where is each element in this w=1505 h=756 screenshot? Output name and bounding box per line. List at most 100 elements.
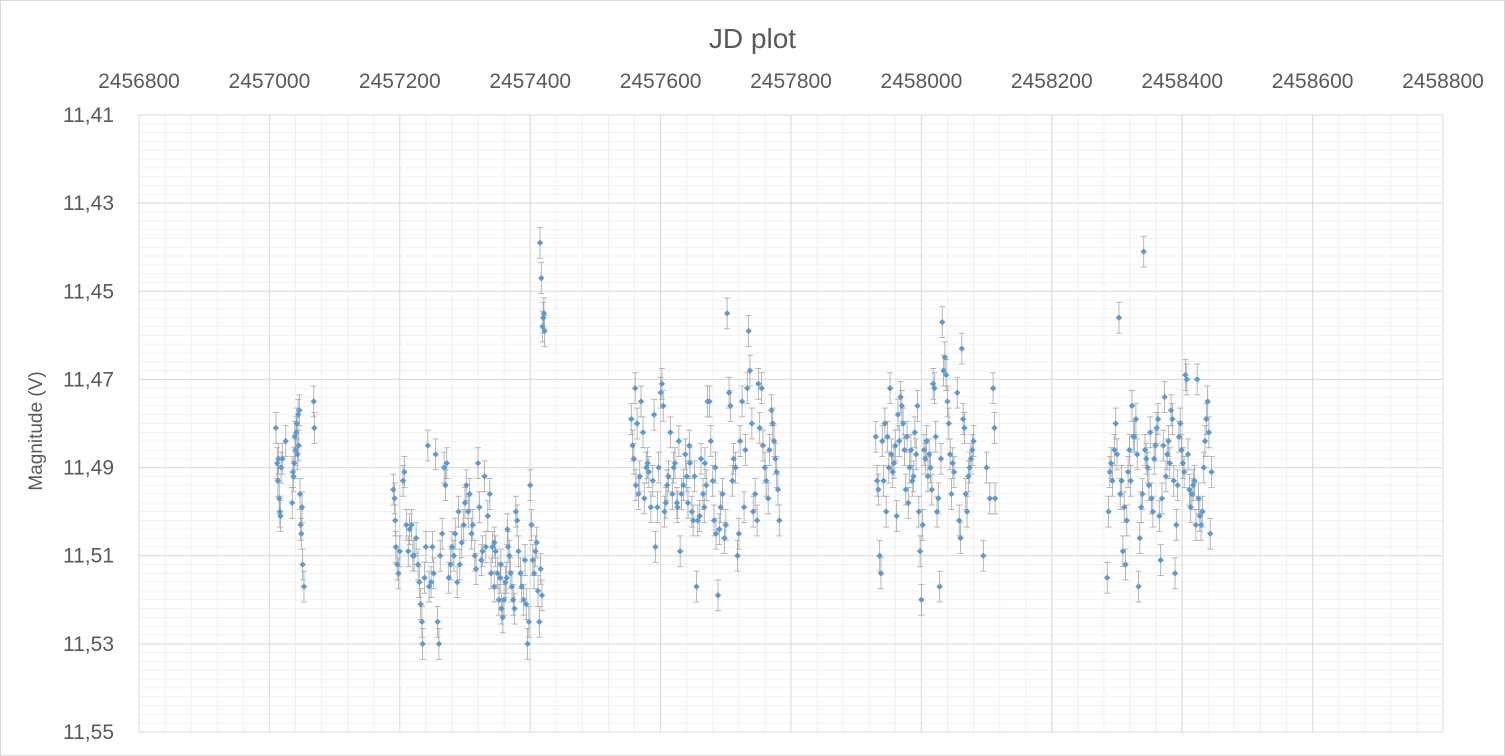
data-point xyxy=(732,464,739,471)
data-point xyxy=(635,490,642,498)
data-point xyxy=(1204,398,1211,405)
data-point xyxy=(888,451,895,458)
data-point xyxy=(710,517,718,524)
data-point xyxy=(905,499,912,507)
data-point xyxy=(408,521,415,529)
data-point xyxy=(1141,446,1149,454)
data-point xyxy=(1147,429,1154,436)
data-point xyxy=(766,446,773,454)
data-point xyxy=(902,486,909,493)
data-point xyxy=(755,380,762,388)
data-point xyxy=(876,552,883,559)
data-point xyxy=(523,600,530,608)
data-point xyxy=(468,530,475,537)
data-point xyxy=(676,548,684,555)
data-point xyxy=(417,600,424,608)
y-tick-label: 11,53 xyxy=(63,633,114,656)
data-point xyxy=(894,411,902,418)
data-point xyxy=(753,517,761,524)
data-point xyxy=(671,459,679,467)
data-point xyxy=(500,596,508,603)
data-point xyxy=(703,482,710,489)
data-point xyxy=(896,437,903,445)
data-point xyxy=(636,473,643,480)
data-point xyxy=(716,526,723,533)
data-point xyxy=(639,429,647,436)
data-point xyxy=(1174,482,1181,489)
data-point xyxy=(392,517,399,524)
data-point xyxy=(447,561,454,568)
x-tick-label: 2457200 xyxy=(359,70,441,93)
data-point xyxy=(768,407,775,414)
data-point xyxy=(452,530,459,537)
data-point xyxy=(907,446,915,454)
data-point xyxy=(901,446,908,454)
data-point xyxy=(456,561,463,568)
data-point xyxy=(495,596,503,603)
y-tick-label: 11,45 xyxy=(63,280,114,303)
data-point xyxy=(410,552,418,559)
data-point xyxy=(1188,490,1196,498)
data-point xyxy=(962,490,969,498)
data-point xyxy=(289,468,297,476)
data-point xyxy=(443,459,450,467)
data-point xyxy=(1117,490,1124,498)
data-point xyxy=(466,490,473,498)
data-point xyxy=(310,398,317,405)
data-point xyxy=(1179,459,1187,467)
data-point xyxy=(690,517,697,524)
data-point xyxy=(532,548,539,555)
data-point xyxy=(991,424,998,432)
data-point xyxy=(1144,464,1151,471)
data-point xyxy=(1171,570,1179,577)
data-point xyxy=(915,508,922,515)
data-point xyxy=(1180,468,1188,476)
data-point xyxy=(1119,548,1127,555)
data-point xyxy=(430,570,437,577)
data-point xyxy=(390,486,397,493)
data-point xyxy=(749,508,757,515)
data-point xyxy=(497,574,504,581)
data-point xyxy=(530,570,538,577)
data-point xyxy=(756,424,763,432)
data-point xyxy=(481,473,488,480)
data-point xyxy=(1197,521,1205,529)
data-points xyxy=(272,239,1215,648)
data-point xyxy=(740,504,748,511)
data-point xyxy=(1148,495,1155,502)
data-point xyxy=(432,451,439,458)
data-point xyxy=(926,451,933,458)
data-point xyxy=(738,398,746,405)
data-point xyxy=(746,367,754,374)
y-tick-label: 11,41 xyxy=(63,104,114,127)
data-point xyxy=(970,437,977,445)
data-point xyxy=(660,402,667,410)
data-point xyxy=(418,618,426,626)
data-point xyxy=(507,570,514,577)
data-point xyxy=(1177,420,1184,427)
data-point xyxy=(272,424,280,432)
data-point xyxy=(1183,376,1190,383)
data-point xyxy=(691,473,698,480)
data-point xyxy=(886,385,894,392)
data-point xyxy=(892,442,899,449)
data-point xyxy=(465,508,472,515)
data-point xyxy=(748,420,756,427)
data-point xyxy=(491,539,498,546)
data-point xyxy=(889,468,896,476)
data-point xyxy=(504,543,512,551)
data-point xyxy=(406,526,413,533)
data-point xyxy=(712,530,720,537)
data-point xyxy=(538,592,546,599)
data-point xyxy=(657,389,664,396)
data-point xyxy=(742,446,749,454)
data-point xyxy=(873,477,881,484)
data-point xyxy=(282,437,289,445)
data-point xyxy=(931,385,938,392)
data-point xyxy=(730,455,737,462)
x-tick-label: 2458600 xyxy=(1272,70,1354,93)
data-point xyxy=(424,442,432,449)
data-point xyxy=(1132,415,1140,423)
data-point xyxy=(644,459,651,467)
data-point xyxy=(274,477,282,484)
